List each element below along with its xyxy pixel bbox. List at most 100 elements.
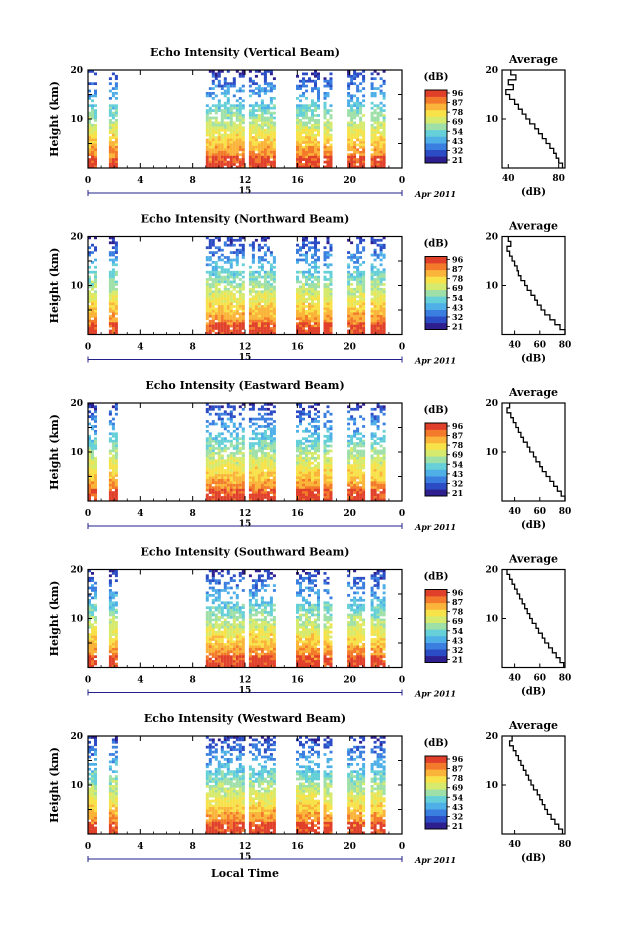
heat-cell — [235, 270, 239, 274]
heat-cell — [91, 488, 94, 492]
heat-cell — [311, 155, 314, 159]
heat-cell — [373, 491, 377, 494]
heat-cell — [214, 104, 218, 108]
heat-cell — [217, 104, 221, 108]
heat-cell — [248, 121, 252, 125]
heat-cell — [296, 327, 299, 330]
heat-cell — [269, 300, 273, 303]
colorbar-swatch — [425, 322, 447, 327]
heat-cell — [220, 300, 224, 303]
heat-cell — [226, 87, 230, 90]
heat-cell — [91, 471, 94, 475]
heat-cell — [205, 496, 209, 499]
heat-cell — [88, 327, 91, 330]
heat-cell — [299, 474, 302, 477]
heat-cell — [347, 317, 351, 321]
heat-cell — [205, 312, 209, 316]
heat-cell — [323, 123, 327, 127]
day-label: 15 — [239, 187, 252, 197]
heat-cell — [232, 481, 236, 485]
heat-cell — [214, 273, 218, 277]
heat-cell — [251, 295, 255, 299]
y-tick-label: 20 — [70, 66, 83, 76]
heat-cell — [269, 290, 273, 294]
heat-cell — [347, 109, 351, 112]
heat-cell — [382, 273, 386, 277]
heat-cell — [94, 645, 97, 649]
heat-cell — [205, 278, 209, 281]
heat-cell — [299, 121, 302, 125]
heat-cell — [305, 128, 308, 132]
heat-cell — [208, 652, 212, 656]
heat-cell — [111, 160, 115, 164]
heat-cell — [241, 439, 245, 443]
heat-cell — [254, 70, 258, 73]
heat-cell — [373, 70, 377, 73]
heat-cell — [370, 143, 374, 147]
heat-cell — [362, 165, 366, 169]
heat-cell — [359, 471, 363, 475]
heat-cell — [311, 241, 314, 245]
heat-cell — [108, 109, 112, 112]
heat-cell — [226, 290, 230, 294]
heat-cell — [214, 483, 218, 487]
heat-cell — [263, 442, 267, 445]
heat-cell — [370, 94, 374, 98]
heat-cell — [88, 153, 91, 157]
heat-cell — [94, 312, 97, 316]
heat-cell — [356, 111, 360, 115]
heat-cell — [241, 141, 245, 144]
heat-cell — [88, 310, 91, 313]
heat-cell — [94, 150, 97, 154]
heat-cell — [208, 434, 212, 438]
heat-cell — [272, 481, 276, 485]
heat-cell — [311, 295, 314, 299]
heat-cell — [317, 488, 320, 492]
heat-cell — [208, 623, 212, 627]
heat-cell — [296, 312, 299, 316]
heat-cell — [299, 160, 302, 164]
heat-cell — [347, 442, 351, 445]
heat-cell — [308, 292, 311, 296]
heat-cell — [208, 496, 212, 499]
heat-cell — [226, 160, 230, 164]
heat-cell — [314, 165, 317, 169]
heat-cell — [269, 273, 273, 277]
heat-cell — [223, 461, 227, 465]
heat-cell — [317, 322, 320, 326]
heat-cell — [353, 141, 357, 144]
heat-cell — [232, 464, 236, 468]
heat-cell — [111, 155, 115, 159]
heat-cell — [311, 319, 314, 323]
heat-cell — [114, 111, 118, 115]
heat-cell — [305, 109, 308, 112]
heat-cell — [326, 165, 330, 169]
colorbar-tick-label: 78 — [452, 107, 464, 117]
heat-cell — [211, 238, 215, 242]
heat-cell — [241, 478, 245, 482]
heat-cell — [88, 650, 91, 654]
heat-cell — [229, 483, 233, 487]
heat-cell — [326, 317, 330, 321]
heat-cell — [350, 452, 354, 455]
heat-cell — [269, 116, 273, 120]
heat-cell — [220, 278, 224, 281]
heat-cell — [302, 498, 305, 502]
heat-cell — [356, 466, 360, 470]
heat-cell — [314, 417, 317, 421]
heat-cell — [370, 476, 374, 480]
heat-cell — [272, 295, 276, 299]
heat-cell — [217, 148, 221, 152]
heat-cell — [326, 123, 330, 127]
heat-cell — [269, 145, 273, 149]
heat-cell — [94, 437, 97, 441]
heat-cell — [229, 314, 233, 318]
heat-cell — [254, 74, 258, 78]
heat-cell — [382, 165, 386, 169]
heat-cell — [214, 297, 218, 301]
heat-cell — [211, 491, 215, 494]
heat-cell — [323, 104, 327, 108]
heat-cell — [347, 466, 351, 470]
heat-cell — [299, 158, 302, 161]
heat-cell — [373, 94, 377, 98]
